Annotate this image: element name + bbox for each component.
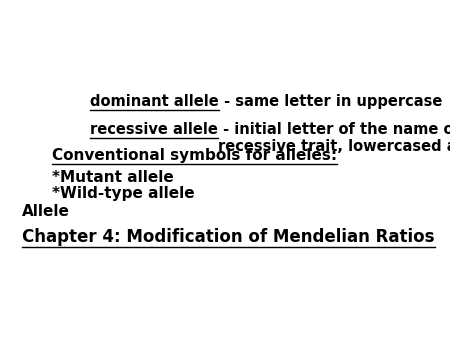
Text: - initial letter of the name of the
recessive trait, lowercased and italicized: - initial letter of the name of the rece… bbox=[218, 122, 450, 154]
Text: - same letter in uppercase: - same letter in uppercase bbox=[219, 94, 442, 109]
Text: *Mutant allele: *Mutant allele bbox=[52, 170, 174, 185]
Text: Allele: Allele bbox=[22, 204, 70, 219]
Text: recessive allele: recessive allele bbox=[90, 122, 218, 137]
Text: Chapter 4: Modification of Mendelian Ratios: Chapter 4: Modification of Mendelian Rat… bbox=[22, 228, 435, 246]
Text: dominant allele: dominant allele bbox=[90, 94, 219, 109]
Text: Conventional symbols for alleles:: Conventional symbols for alleles: bbox=[52, 148, 337, 163]
Text: *Wild-type allele: *Wild-type allele bbox=[52, 186, 194, 201]
